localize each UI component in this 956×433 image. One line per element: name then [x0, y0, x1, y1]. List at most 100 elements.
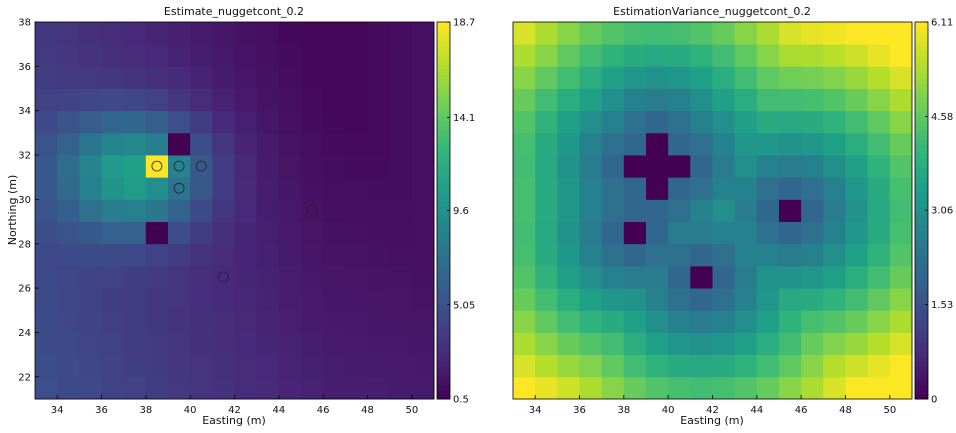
heatmap-cell: [123, 199, 147, 222]
heatmap-cell: [557, 354, 580, 378]
colorbar-segment: [915, 78, 928, 84]
heatmap-cell: [411, 177, 435, 200]
heatmap-cell: [867, 332, 891, 356]
heatmap-cell: [411, 265, 435, 289]
heatmap-cell: [234, 376, 258, 400]
heatmap-cell: [79, 310, 102, 333]
heatmap-cell: [168, 155, 191, 178]
heatmap-cell: [123, 66, 147, 89]
heatmap-cell: [323, 243, 346, 267]
heatmap-cell: [756, 199, 780, 222]
colorbar-segment: [915, 172, 928, 179]
heatmap-cell: [646, 376, 669, 400]
heatmap-cell: [323, 376, 346, 400]
heatmap-cell: [712, 354, 736, 378]
heatmap-cell: [212, 310, 235, 333]
heatmap-cell: [579, 221, 603, 245]
heatmap-cell: [823, 376, 846, 400]
heatmap-cell: [867, 66, 891, 89]
heatmap-cell: [35, 288, 58, 311]
heatmap-cell: [301, 110, 324, 134]
y-tick-label: 38: [18, 18, 31, 29]
heatmap-cell: [779, 310, 802, 333]
heatmap-cell: [668, 66, 691, 89]
heatmap-cell: [101, 265, 125, 289]
heatmap-cell: [190, 332, 213, 356]
heatmap-cell: [212, 110, 235, 134]
heatmap-cell: [35, 88, 58, 112]
heatmap-cell: [690, 332, 713, 356]
heatmap-cell: [623, 110, 647, 134]
heatmap-cell: [823, 110, 846, 134]
heatmap-cell: [801, 66, 824, 89]
heatmap-cell: [145, 110, 169, 134]
heatmap-cell: [712, 177, 736, 200]
heatmap-cell: [57, 288, 80, 311]
heatmap-cell: [301, 155, 324, 178]
heatmap-cell: [712, 88, 736, 112]
heatmap-cell: [756, 265, 780, 289]
x-tick-label: 34: [51, 405, 64, 416]
y-tick-label: 36: [18, 62, 31, 73]
colorbar-segment: [915, 205, 928, 211]
heatmap-cell: [646, 354, 669, 378]
heatmap-cell: [323, 199, 346, 222]
colorbar-segment: [915, 252, 928, 259]
heatmap-cell: [389, 110, 413, 134]
colorbar-segment: [437, 281, 450, 287]
colorbar-segment: [437, 36, 450, 42]
heatmap-cell: [323, 354, 346, 378]
heatmap-cell: [690, 265, 713, 289]
x-tick-label: 34: [529, 405, 542, 416]
colorbar-segment: [437, 238, 450, 244]
colorbar-segment: [915, 285, 928, 292]
heatmap-cell: [779, 110, 802, 134]
heatmap-cell: [234, 177, 258, 200]
heatmap-cell: [690, 22, 713, 45]
heatmap-cell: [212, 132, 235, 156]
heatmap-cell: [557, 22, 580, 45]
heatmap-cell: [168, 199, 191, 222]
colorbar-segment: [437, 120, 450, 127]
heatmap-cell: [756, 177, 780, 200]
heatmap-cell: [234, 332, 258, 356]
heatmap-cell: [646, 332, 669, 356]
heatmap-cell: [79, 288, 102, 311]
heatmap-cell: [513, 243, 536, 267]
heatmap-cell: [823, 132, 846, 156]
heatmap-cell: [756, 22, 780, 45]
colorbar-segment: [915, 281, 928, 287]
heatmap-cell: [779, 177, 802, 200]
heatmap-cell: [278, 243, 302, 267]
colorbar-segment: [915, 45, 928, 51]
heatmap-cell: [79, 376, 102, 400]
heatmap-cell: [889, 177, 913, 200]
heatmap-cell: [323, 88, 346, 112]
colorbar-tick-label: 14.1: [453, 113, 475, 124]
heatmap-cell: [845, 44, 869, 67]
heatmap-cell: [79, 110, 102, 134]
x-tick-label: 40: [662, 405, 675, 416]
sample-marker: [195, 160, 207, 172]
heatmap-cell: [646, 88, 669, 112]
left-heatmap-cells: [35, 22, 435, 400]
heatmap-cell: [123, 354, 147, 378]
heatmap-cell: [557, 221, 580, 245]
colorbar-segment: [915, 50, 928, 56]
x-tick-label: 48: [361, 405, 374, 416]
colorbar-segment: [915, 290, 928, 296]
heatmap-cell: [212, 199, 235, 222]
colorbar-segment: [915, 87, 928, 94]
colorbar-segment: [915, 36, 928, 42]
x-tick-label: 36: [573, 405, 586, 416]
heatmap-cell: [734, 376, 758, 400]
heatmap-cell: [301, 22, 324, 45]
heatmap-cell: [168, 88, 191, 112]
heatmap-cell: [889, 88, 913, 112]
heatmap-cell: [145, 265, 169, 289]
colorbar-segment: [437, 224, 450, 230]
right-colorbar: 0 1.53 3.06 4.58 6.11: [914, 18, 953, 406]
colorbar-segment: [437, 262, 450, 268]
heatmap-cell: [301, 265, 324, 289]
heatmap-cell: [779, 243, 802, 267]
